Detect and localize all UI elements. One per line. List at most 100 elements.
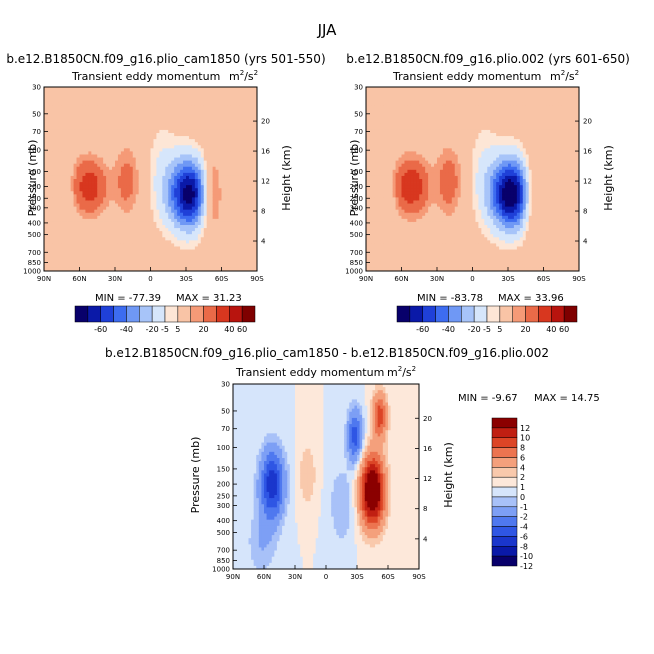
heatmap-cell <box>180 114 184 119</box>
heatmap-cell <box>67 246 72 250</box>
heatmap-cell <box>209 203 214 207</box>
heatmap-cell <box>221 136 225 140</box>
heatmap-cell <box>159 172 163 177</box>
heatmap-cell <box>79 142 83 146</box>
heatmap-cell <box>82 179 86 183</box>
heatmap-cell <box>106 99 110 103</box>
heatmap-cell <box>171 191 175 195</box>
heatmap-cell <box>129 105 134 109</box>
heatmap-cell <box>224 120 228 125</box>
heatmap-cell <box>67 175 72 180</box>
heatmap-cell <box>188 228 193 232</box>
heatmap-cell <box>251 145 255 149</box>
heatmap-cell <box>126 145 131 149</box>
heatmap-cell <box>221 194 225 198</box>
heatmap-cell <box>138 160 143 165</box>
heatmap-cell <box>117 231 122 235</box>
heatmap-cell <box>183 203 187 207</box>
colorbar-label: -40 <box>120 325 133 334</box>
heatmap-cell <box>129 139 134 143</box>
heatmap-cell <box>97 203 101 207</box>
heatmap-cell <box>162 136 166 140</box>
heatmap-cell <box>212 264 216 269</box>
heatmap-cell <box>371 126 376 131</box>
heatmap-cell <box>100 108 104 112</box>
heatmap-cell <box>135 237 140 241</box>
y-tick-label: 30 <box>32 84 41 92</box>
heatmap-cell <box>67 179 72 183</box>
heatmap-cell <box>106 148 110 152</box>
heatmap-cell <box>115 93 119 97</box>
heatmap-cell <box>368 154 373 158</box>
heatmap-cell <box>55 228 60 232</box>
min-label: MIN = -77.39 <box>95 293 161 304</box>
heatmap-cell <box>103 166 107 171</box>
heatmap-cell <box>191 172 196 177</box>
heatmap-cell <box>254 99 258 103</box>
heatmap-cell <box>58 182 63 186</box>
heatmap-cell <box>109 249 113 253</box>
heatmap-cell <box>82 114 86 119</box>
heatmap-cell <box>203 185 208 189</box>
heatmap-cell <box>82 261 86 266</box>
heatmap-cell <box>88 221 92 226</box>
heatmap-cell <box>165 96 169 100</box>
heatmap-cell <box>186 139 190 143</box>
heatmap-cell <box>377 96 382 100</box>
heatmap-cell <box>112 197 116 201</box>
heatmap-cell <box>156 209 160 214</box>
heatmap-cell <box>383 123 388 128</box>
heatmap-cell <box>70 93 74 97</box>
heatmap-cell <box>183 191 187 195</box>
heatmap-cell <box>159 93 163 97</box>
heatmap-cell <box>141 228 145 232</box>
heatmap-cell <box>64 169 69 174</box>
heatmap-cell <box>153 240 157 244</box>
heatmap-cell <box>64 172 69 177</box>
heatmap-cell <box>203 114 208 119</box>
heatmap-cell <box>174 212 178 217</box>
heatmap-cell <box>239 261 243 266</box>
heatmap-cell <box>97 264 101 269</box>
heatmap-cell <box>218 228 222 232</box>
heatmap-cell <box>191 139 196 143</box>
heatmap-cell <box>224 108 228 112</box>
heatmap-cell <box>209 129 214 134</box>
heatmap-cell <box>162 160 166 165</box>
heatmap-cell <box>245 240 249 244</box>
heatmap-cell <box>94 215 98 220</box>
heatmap-cell <box>76 249 80 253</box>
heatmap-cell <box>88 249 92 253</box>
heatmap-cell <box>248 99 252 103</box>
heatmap-cell <box>377 252 382 257</box>
heatmap-cell <box>115 200 119 204</box>
heatmap-cell <box>123 172 128 177</box>
heatmap-cell <box>76 203 80 207</box>
heatmap-cell <box>76 179 80 183</box>
heatmap-cell <box>171 179 175 183</box>
heatmap-cell <box>386 197 391 201</box>
heatmap-cell <box>61 234 66 238</box>
heatmap-cell <box>58 90 63 94</box>
heatmap-cell <box>197 145 202 149</box>
heatmap-cell <box>197 252 202 257</box>
heatmap-cell <box>188 182 193 186</box>
heatmap-cell <box>61 197 66 201</box>
heatmap-cell <box>97 175 101 180</box>
heatmap-cell <box>44 154 48 158</box>
heatmap-cell <box>76 111 80 115</box>
heatmap-cell <box>46 179 51 183</box>
heatmap-cell <box>221 243 225 247</box>
heatmap-cell <box>144 228 148 232</box>
heatmap-cell <box>106 172 110 177</box>
heatmap-cell <box>203 139 208 143</box>
heatmap-cell <box>165 215 169 220</box>
heatmap-cell <box>248 215 252 220</box>
heatmap-cell <box>44 99 48 103</box>
heatmap-cell <box>191 129 196 134</box>
heatmap-cell <box>141 154 145 158</box>
heatmap-cell <box>126 123 131 128</box>
heatmap-cell <box>248 255 252 260</box>
heatmap-cell <box>168 126 172 131</box>
heatmap-cell <box>371 228 376 232</box>
